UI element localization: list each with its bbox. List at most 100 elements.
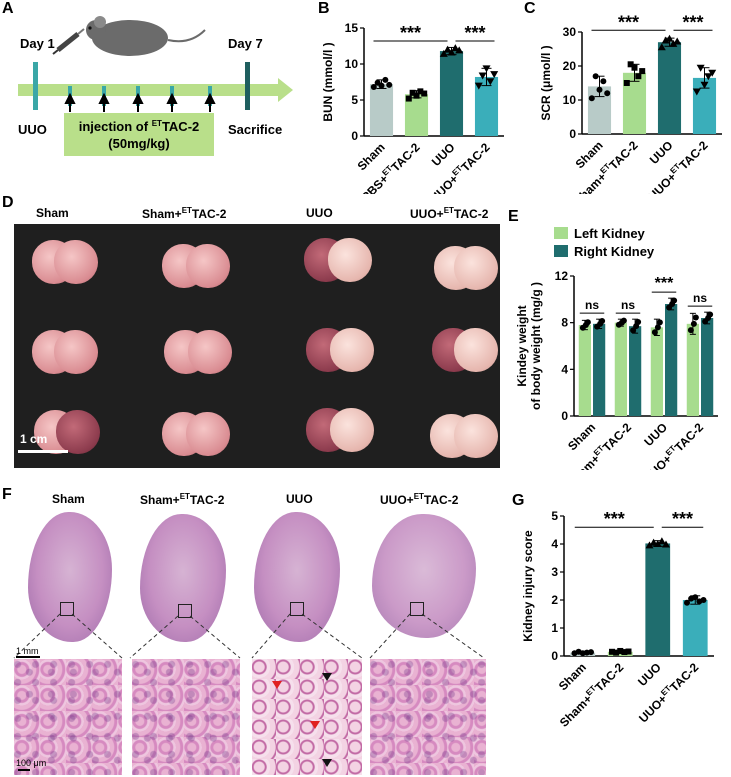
kidney xyxy=(328,238,372,282)
kidney-section-uuo-tac2 xyxy=(372,514,476,638)
data-point xyxy=(657,43,666,51)
y-tick-label-0: 0 xyxy=(351,129,358,143)
legend-label-1: Right Kidney xyxy=(574,244,655,259)
significance-label-0: *** xyxy=(618,14,639,32)
y-axis-label: Kidney injury score xyxy=(521,530,535,642)
data-point xyxy=(378,82,385,89)
mouse-icon xyxy=(86,16,206,56)
data-point xyxy=(654,324,661,331)
x-tick-label-0: Sham xyxy=(556,660,589,693)
data-point xyxy=(662,540,670,548)
data-point xyxy=(599,318,606,325)
panel-c-label: C xyxy=(524,0,536,17)
photo-group-uuo-tac2: UUO+ETTAC-2 xyxy=(410,206,489,221)
photo-scale-label: 1 cm xyxy=(20,432,48,446)
photo-group-sham: Sham xyxy=(36,206,69,220)
bar-0-1 xyxy=(614,322,627,416)
data-point xyxy=(417,88,424,95)
bar-3 xyxy=(474,76,499,136)
kidney xyxy=(330,408,374,452)
data-point xyxy=(684,599,690,606)
data-point xyxy=(455,46,464,54)
y-tick-label-3: 12 xyxy=(555,269,569,283)
bar-0-0 xyxy=(578,325,591,416)
significance-label-1: *** xyxy=(464,23,485,43)
kidney-section-sham-tac2 xyxy=(140,514,226,642)
data-point xyxy=(474,82,483,90)
red-arrowhead-icon xyxy=(310,721,320,729)
data-point xyxy=(696,64,705,72)
kidney xyxy=(454,328,498,372)
data-point xyxy=(623,80,630,86)
y-tick-label-2: 2 xyxy=(551,593,558,607)
significance-label-0: *** xyxy=(400,23,421,43)
photo-group-uuo: UUO xyxy=(306,206,333,220)
legend-swatch-1 xyxy=(554,245,568,257)
y-tick-label-2: 10 xyxy=(345,57,359,71)
data-point xyxy=(482,65,491,73)
black-arrowhead-icon xyxy=(322,673,332,681)
data-point xyxy=(617,647,624,654)
data-point xyxy=(382,76,389,83)
data-point xyxy=(656,319,663,326)
data-point xyxy=(386,81,393,88)
x-tick-label-0: Sham xyxy=(565,420,598,453)
kidney xyxy=(54,330,98,374)
data-point xyxy=(692,88,701,96)
data-point xyxy=(588,649,594,656)
y-tick-label-1: 1 xyxy=(551,621,558,635)
day1-marker xyxy=(33,62,38,110)
bar-1-1 xyxy=(629,326,642,416)
y-tick-label-0: 0 xyxy=(569,127,576,141)
kidney xyxy=(454,246,498,290)
data-point xyxy=(621,649,628,656)
x-tick-label-2: UUO xyxy=(635,660,664,689)
data-point xyxy=(604,90,611,97)
bar-2 xyxy=(645,543,671,656)
data-point xyxy=(584,319,591,326)
timeline-diagram: Day 1 Day 7 UUO Sacrifice injection of E… xyxy=(18,16,293,156)
syringe-icon xyxy=(52,28,85,55)
kidney xyxy=(330,328,374,372)
kidney xyxy=(186,244,230,288)
data-point xyxy=(486,78,495,86)
data-point xyxy=(707,311,714,318)
x-tick-label-1: Sham+ETTAC-2 xyxy=(556,659,626,729)
data-point xyxy=(687,327,694,334)
data-point xyxy=(651,329,658,336)
micro-scale-bar xyxy=(18,769,30,771)
data-point xyxy=(669,39,678,47)
data-point xyxy=(635,318,642,325)
plot-area: *** *** xyxy=(587,14,717,135)
zoom-box xyxy=(290,602,304,616)
histo-group-sham: Sham xyxy=(52,492,85,506)
data-point xyxy=(409,89,416,96)
timeline-arrowhead xyxy=(278,78,293,102)
x-tick-label-2: UUO xyxy=(641,420,670,449)
y-axis-label-line2: of body weight (mg/g ) xyxy=(529,282,543,410)
injection-box xyxy=(64,113,214,156)
data-point xyxy=(588,95,595,102)
annotation-3: ns xyxy=(693,291,707,305)
y-tick-label-2: 20 xyxy=(563,59,577,73)
significance-label-0: *** xyxy=(604,509,625,529)
data-point xyxy=(421,90,428,97)
histo-group-sham-tac2: Sham+ETTAC-2 xyxy=(140,492,225,507)
bar-0-3 xyxy=(686,323,699,416)
data-point xyxy=(653,540,662,547)
zoom-box xyxy=(178,604,192,618)
panel-a-label: A xyxy=(2,0,14,17)
micrograph-sham-tac2 xyxy=(132,659,240,775)
data-point xyxy=(443,45,452,53)
panel-g-label: G xyxy=(512,492,525,509)
kidney xyxy=(188,330,232,374)
bar-0-2 xyxy=(650,327,663,416)
y-tick-label-1: 4 xyxy=(561,362,568,376)
data-point xyxy=(673,37,682,45)
kidney xyxy=(54,240,98,284)
data-point xyxy=(451,44,460,52)
plot-area: ns ns *** ns xyxy=(578,275,714,416)
injection-label: injection of ETTAC-2 xyxy=(79,119,200,134)
kidney xyxy=(454,414,498,458)
section-scale-bar xyxy=(16,656,40,658)
